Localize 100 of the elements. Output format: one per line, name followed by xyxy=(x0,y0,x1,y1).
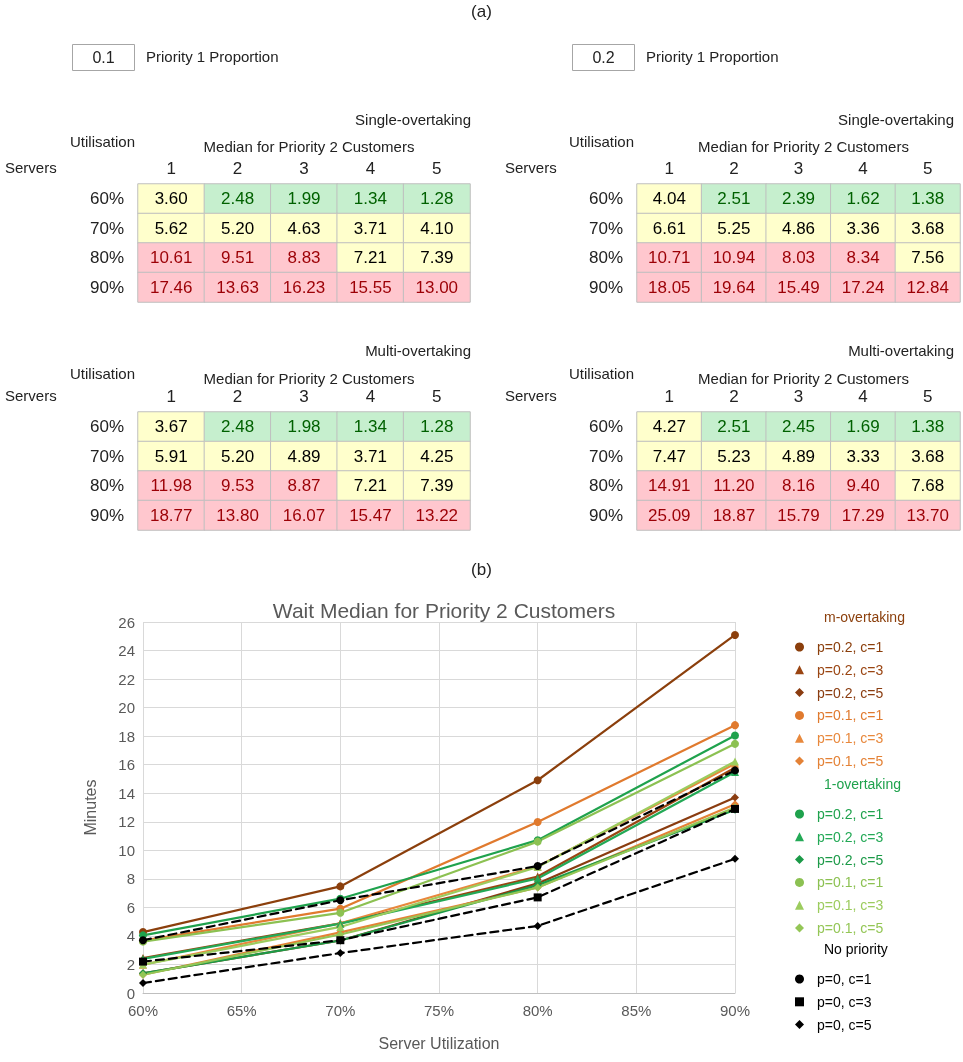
y-tick-label: 90% xyxy=(89,277,124,297)
x-tick-label: 90% xyxy=(719,1002,751,1019)
y-tick-label: 70% xyxy=(588,446,623,466)
data-label: 13.00 xyxy=(415,277,459,297)
data-label: 7.39 xyxy=(420,248,454,268)
text: (a) xyxy=(470,2,493,22)
data-label: 2.48 xyxy=(221,417,255,437)
text: Priority 1 Proportion xyxy=(646,48,779,65)
x-tick-label: 5 xyxy=(922,159,933,178)
data-label: 4.10 xyxy=(420,218,454,238)
data-label: 17.24 xyxy=(841,277,885,297)
data-label: 8.16 xyxy=(781,476,816,496)
data-label: 11.98 xyxy=(150,476,192,496)
data-label: 10.71 xyxy=(648,248,691,268)
x-axis-title: Server Utilization xyxy=(378,1034,500,1052)
y-tick-label: 14 xyxy=(118,784,135,802)
data-label: 10.94 xyxy=(712,248,756,268)
x-tick-label: 5 xyxy=(922,387,933,406)
x-tick-label: 3 xyxy=(299,159,309,178)
text: m-overtaking xyxy=(824,609,905,625)
legend-label: p=0.2, c=3 xyxy=(817,828,884,845)
y-axis-title: Utilisation xyxy=(569,133,635,150)
y-tick-label: 20 xyxy=(118,699,135,717)
legend-label: p=0, c=1 xyxy=(817,971,872,987)
text: 0.2 xyxy=(592,49,615,66)
y-tick-label: 80% xyxy=(588,248,623,268)
x-tick-label: 2 xyxy=(232,159,243,178)
x-tick-label: 85% xyxy=(621,1002,652,1019)
y-axis-title: Utilisation xyxy=(569,365,635,382)
data-label: 5.91 xyxy=(154,446,188,466)
data-label: 3.67 xyxy=(154,417,188,437)
data-label: 1.62 xyxy=(846,189,880,209)
data-label: 2.51 xyxy=(717,189,751,209)
data-label: 12.84 xyxy=(906,277,949,297)
data-label: 1.69 xyxy=(846,417,880,437)
data-label: 7.21 xyxy=(353,248,387,268)
x-tick-label: 3 xyxy=(299,387,309,406)
text: Priority 1 Proportion xyxy=(146,48,279,65)
legend-label: p=0, c=5 xyxy=(817,1016,872,1033)
x-tick-label: 1 xyxy=(166,387,176,406)
data-label: 18.77 xyxy=(149,505,193,525)
data-label: 9.51 xyxy=(221,248,255,268)
y-tick-label: 8 xyxy=(126,870,135,888)
data-label: 13.22 xyxy=(415,505,459,525)
data-label: 16.07 xyxy=(282,505,326,525)
legend-label: p=0.1, c=3 xyxy=(817,897,884,914)
data-label: 5.20 xyxy=(221,218,255,238)
text: 0.1 xyxy=(92,49,115,66)
data-label: 10.61 xyxy=(149,248,193,268)
x-tick-label: 4 xyxy=(365,159,376,178)
y-tick-label: 80% xyxy=(588,476,623,496)
y-tick-label: 70% xyxy=(89,218,124,238)
y-tick-label: 26 xyxy=(118,613,135,631)
data-label: 15.47 xyxy=(349,505,392,525)
text: (b) xyxy=(470,560,493,580)
data-label: 3.71 xyxy=(353,218,387,238)
data-label: 2.39 xyxy=(781,189,816,209)
data-label: 15.79 xyxy=(777,505,820,525)
y-tick-label: 60% xyxy=(89,417,124,437)
data-label: 7.39 xyxy=(420,476,454,496)
data-label: 14.91 xyxy=(648,476,691,496)
data-label: 8.83 xyxy=(287,248,321,268)
y-tick-label: 90% xyxy=(588,505,623,525)
data-label: 2.51 xyxy=(717,417,751,437)
x-tick-label: 65% xyxy=(226,1002,257,1019)
legend-label: p=0, c=3 xyxy=(817,993,872,1010)
data-label: 3.71 xyxy=(353,446,387,466)
x-tick-label: 4 xyxy=(858,387,868,406)
y-tick-label: 6 xyxy=(126,898,135,916)
chart-title: Multi-overtaking xyxy=(848,342,954,359)
y-tick-label: 18 xyxy=(118,727,135,745)
y-tick-label: 80% xyxy=(89,248,124,268)
data-label: 5.62 xyxy=(154,218,188,238)
data-label: 6.61 xyxy=(652,218,686,238)
data-label: 4.25 xyxy=(420,446,454,466)
data-label: 2.45 xyxy=(781,417,816,437)
data-label: 8.87 xyxy=(287,476,321,496)
data-label: 1.98 xyxy=(287,417,321,437)
data-label: 4.63 xyxy=(287,218,321,238)
x-tick-label: 70% xyxy=(325,1002,356,1019)
y-tick-label: 16 xyxy=(118,756,135,774)
legend-label: p=0.2, c=5 xyxy=(817,684,884,701)
data-label: 3.33 xyxy=(846,446,880,466)
data-label: 1.99 xyxy=(287,189,321,209)
x-tick-label: 3 xyxy=(793,387,804,406)
y-tick-label: 0 xyxy=(126,984,135,1002)
data-label: 15.55 xyxy=(349,277,392,297)
x-tick-label: 5 xyxy=(432,387,442,406)
y-tick-label: 80% xyxy=(89,476,124,496)
data-label: 15.49 xyxy=(777,277,820,297)
y-axis-title: Utilisation xyxy=(70,133,136,150)
chart-title: Single-overtaking xyxy=(838,111,955,128)
data-label: 5.25 xyxy=(717,218,751,238)
data-label: 4.86 xyxy=(781,218,816,238)
data-label: 25.09 xyxy=(648,505,691,525)
data-label: 4.89 xyxy=(287,446,321,466)
y-tick-label: 60% xyxy=(588,417,623,437)
x-tick-label: 1 xyxy=(166,159,176,178)
data-label: 1.38 xyxy=(911,189,945,209)
y-tick-label: 70% xyxy=(89,446,124,466)
